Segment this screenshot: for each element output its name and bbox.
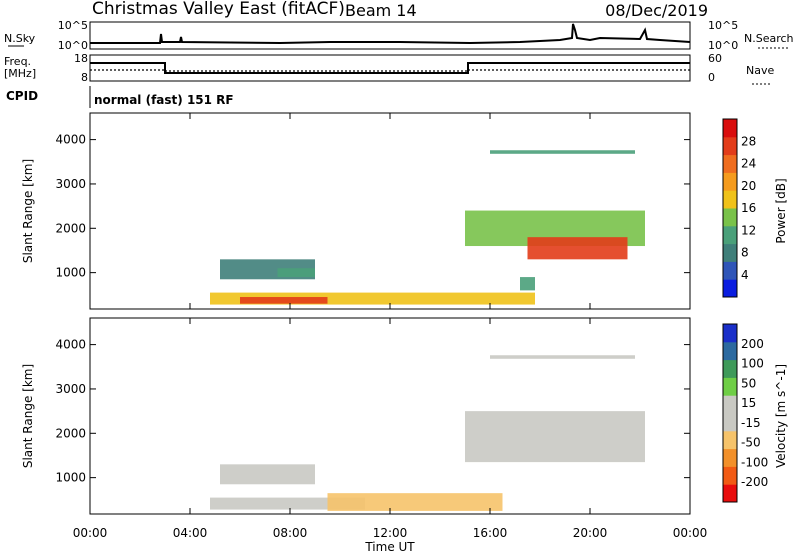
velocity-ytick-label: 3000 <box>55 382 86 396</box>
velocity-colorbar-swatch <box>723 430 737 450</box>
time-axis-label: Time UT <box>364 540 415 554</box>
power-colorbar-tick: 8 <box>741 246 749 260</box>
time-axis: 00:00 04:00 08:00 12:00 16:00 20:00 00:00 Time … <box>73 526 708 554</box>
power-colorbar-swatch <box>723 136 737 156</box>
power-colorbar-swatch <box>723 279 737 298</box>
power-colorbar-frame <box>722 118 738 298</box>
velocity-panel: 4000 3000 2000 1000 Slant Range [km] 200 100 50… <box>21 317 788 515</box>
velocity-colorbar-tick: 100 <box>741 357 764 371</box>
power-ytick-label: 4000 <box>55 133 86 147</box>
power-colorbar-tick: 20 <box>741 179 756 193</box>
velocity-colorbar-swatch <box>723 395 737 414</box>
power-colorbar-swatch <box>723 225 737 245</box>
power-scatter-region-2 <box>210 292 535 305</box>
velocity-colorbar-swatch <box>723 484 737 503</box>
nsearch-label: N.Search <box>744 32 794 45</box>
velocity-colorbar-tick: 50 <box>741 376 756 390</box>
power-colorbar-tick: 4 <box>741 268 749 282</box>
power-colorbar-tick: 16 <box>741 201 756 215</box>
nsearch-tick-top: 10^5 <box>708 19 738 32</box>
time-tick-label: 12:00 <box>373 526 408 540</box>
freq-tick-top: 18 <box>74 52 88 65</box>
velocity-scatter-region-4 <box>490 355 635 359</box>
velocity-ytick-label: 1000 <box>55 471 86 485</box>
velocity-colorbar-tick: 15 <box>741 396 756 410</box>
velocity-scatter-region-3 <box>465 411 645 463</box>
cpid-label: CPID <box>6 89 38 103</box>
velocity-ylabel: Slant Range [km] <box>21 364 35 468</box>
velocity-ytick-label: 2000 <box>55 426 86 440</box>
power-colorbar-swatch <box>723 190 737 209</box>
velocity-colorbar-swatch <box>723 466 737 485</box>
velocity-colorbar-label: Velocity [m s^-1] <box>774 364 788 468</box>
nsky-label: N.Sky <box>4 32 36 45</box>
power-colorbar-swatch <box>723 172 737 191</box>
power-scatter-region-3 <box>240 297 328 304</box>
power-panel: 4000 3000 2000 1000 Slant Range [km] 28 24 20 16… <box>21 112 788 310</box>
velocity-colorbar-swatch <box>723 341 737 361</box>
velocity-scatter-region-1 <box>210 497 365 510</box>
power-scatter-region-1 <box>277 268 315 278</box>
power-ylabel: Slant Range [km] <box>21 159 35 263</box>
nave-trace <box>90 69 690 72</box>
freq-tick-bottom: 8 <box>81 71 88 84</box>
velocity-ytick-label: 4000 <box>55 338 86 352</box>
nsearch-tick-bottom: 10^0 <box>708 39 738 52</box>
time-tick-label: 08:00 <box>273 526 308 540</box>
power-ytick-label: 3000 <box>55 177 86 191</box>
power-colorbar-swatch <box>723 243 737 262</box>
velocity-colorbar-tick: -15 <box>741 416 761 430</box>
power-colorbar-tick: 28 <box>741 134 756 148</box>
time-tick-label: 04:00 <box>173 526 208 540</box>
date-label: 08/Dec/2019 <box>605 1 708 20</box>
station-title: Christmas Valley East (fitACF) <box>92 0 345 19</box>
velocity-colorbar-tick: -200 <box>741 475 768 489</box>
nsky-trace <box>90 23 691 45</box>
nave-label: Nave <box>746 64 774 77</box>
nave-tick-bottom: 0 <box>708 71 715 84</box>
velocity-colorbar-tick: -100 <box>741 455 768 469</box>
velocity-colorbar-swatch <box>723 324 737 343</box>
power-colorbar-tick: 24 <box>741 157 756 171</box>
power-colorbar-swatch <box>723 154 737 173</box>
velocity-colorbar-frame <box>722 323 738 503</box>
velocity-scatter-region-0 <box>220 464 315 485</box>
nave-tick-top: 60 <box>708 52 722 65</box>
freq-trace <box>90 62 690 74</box>
nsky-tick-top: 10^5 <box>58 19 88 32</box>
power-ytick-label: 2000 <box>55 221 86 235</box>
freq-unit-label: [MHz] <box>4 67 36 80</box>
velocity-colorbar-swatch <box>723 448 737 467</box>
power-colorbar-swatch <box>723 208 737 227</box>
power-scatter-region-6 <box>490 150 635 154</box>
power-colorbar-swatch <box>723 261 737 280</box>
power-colorbar-swatch <box>723 119 737 138</box>
nsky-strip-frame <box>89 21 691 50</box>
velocity-colorbar-tick: 200 <box>741 337 764 351</box>
power-scatter-region-5 <box>527 237 628 260</box>
beam-label: Beam 14 <box>345 1 417 20</box>
velocity-colorbar-swatch <box>723 377 737 396</box>
power-ytick-label: 1000 <box>55 266 86 280</box>
cpid-text: normal (fast) 151 RF <box>94 93 234 107</box>
time-tick-label: 16:00 <box>473 526 508 540</box>
time-tick-label: 00:00 <box>673 526 708 540</box>
power-scatter-region-7 <box>520 277 535 291</box>
time-tick-label: 00:00 <box>73 526 108 540</box>
velocity-colorbar-tick: -50 <box>741 436 761 450</box>
velocity-colorbar-swatch <box>723 359 737 378</box>
power-colorbar-tick: 12 <box>741 223 756 237</box>
velocity-scatter-region-2 <box>327 493 503 511</box>
nsky-tick-bottom: 10^0 <box>58 39 88 52</box>
velocity-colorbar-swatch <box>723 413 737 432</box>
freq-label: Freq. <box>4 55 31 68</box>
freq-strip-frame <box>89 54 691 82</box>
time-tick-label: 20:00 <box>573 526 608 540</box>
power-colorbar-label: Power [dB] <box>774 178 788 243</box>
